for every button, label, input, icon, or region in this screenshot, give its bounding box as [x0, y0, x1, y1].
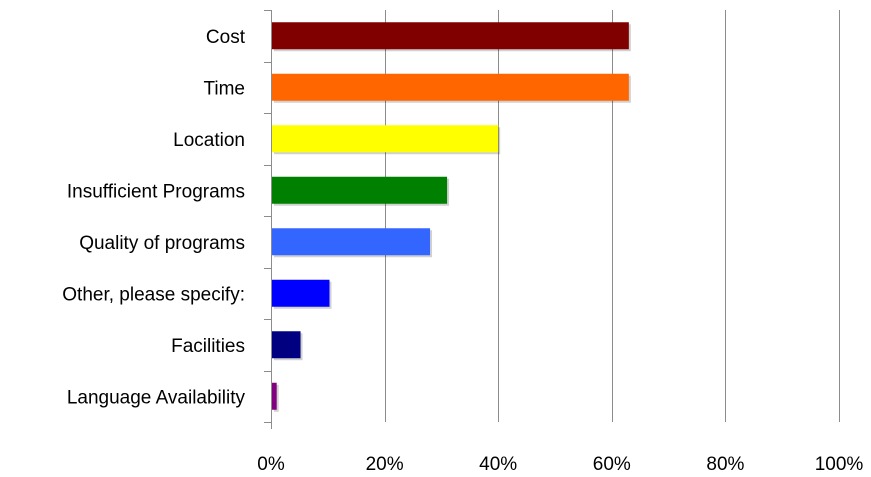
- category-label-cost: Cost: [206, 27, 246, 48]
- bar-cost: [272, 22, 629, 50]
- category-labels: Cost Time Location Insufficient Programs Qua…: [62, 27, 245, 409]
- x-tick-label-80: 80%: [706, 454, 744, 475]
- gridlines: [385, 10, 840, 422]
- category-label-insufficient-programs: Insufficient Programs: [67, 181, 245, 202]
- bar-insufficient-programs: [272, 176, 448, 204]
- category-label-facilities: Facilities: [171, 336, 245, 357]
- x-tick-label-20: 20%: [366, 454, 404, 475]
- bar-facilities: [272, 331, 301, 359]
- bar-language-availability: [272, 382, 277, 410]
- bar-time: [272, 73, 629, 101]
- bar-location: [272, 125, 499, 153]
- axes: [264, 10, 272, 429]
- x-tick-label-100: 100%: [815, 454, 864, 475]
- bar-quality-of-programs: [272, 228, 431, 256]
- bars: [272, 22, 631, 412]
- x-tick-label-0: 0%: [257, 454, 285, 475]
- tick-labels: 0% 20% 40% 60% 80% 100%: [257, 454, 863, 475]
- category-label-language-availability: Language Availability: [67, 387, 246, 408]
- category-label-location: Location: [173, 130, 245, 151]
- bar-other-please-specify: [272, 279, 330, 307]
- x-tick-label-40: 40%: [479, 454, 517, 475]
- category-label-quality-of-programs: Quality of programs: [79, 233, 245, 254]
- x-tick-label-60: 60%: [593, 454, 631, 475]
- category-label-time: Time: [203, 78, 245, 99]
- category-label-other-please-specify: Other, please specify:: [62, 284, 245, 305]
